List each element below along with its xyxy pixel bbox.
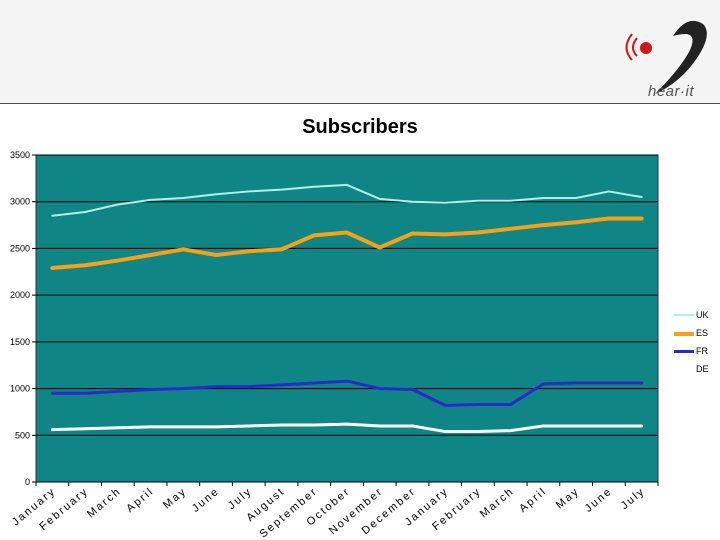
- logo-text: hear·it: [648, 83, 695, 100]
- y-tick-label: 1000: [10, 384, 30, 394]
- x-tick-label: May: [554, 485, 582, 511]
- y-tick-label: 500: [15, 430, 30, 440]
- y-tick-label: 3500: [10, 150, 30, 160]
- plot-area: [35, 154, 659, 483]
- legend-label: DE: [696, 364, 709, 374]
- x-tick-label: March: [85, 485, 124, 520]
- legend-item-es: ES: [672, 326, 720, 340]
- x-tick-label: July: [226, 485, 255, 512]
- y-tick-label: 2500: [10, 243, 30, 253]
- series-line-uk: [51, 183, 643, 217]
- legend-item-de: DE: [672, 362, 720, 376]
- header-band: [0, 0, 720, 104]
- series-line-fr: [50, 379, 644, 407]
- y-tick-label: 2000: [10, 290, 30, 300]
- series-line-de: [50, 422, 644, 434]
- hearit-logo-icon: [625, 20, 707, 94]
- x-tick-label: September: [257, 485, 320, 540]
- y-tick-label: 0: [25, 477, 30, 487]
- legend-label: UK: [696, 310, 709, 320]
- x-tick-label: June: [190, 485, 222, 515]
- legend-swatch: [674, 368, 694, 371]
- legend-swatch: [674, 332, 694, 336]
- y-tick-label: 3000: [10, 197, 30, 207]
- legend-label: ES: [696, 328, 709, 338]
- legend-item-fr: FR: [672, 344, 720, 358]
- legend-swatch: [674, 314, 694, 316]
- x-tick-label: April: [124, 485, 156, 515]
- legend-swatch: [674, 350, 694, 353]
- chart-title: Subscribers: [302, 116, 418, 138]
- x-tick-label: June: [583, 485, 615, 515]
- x-tick-label: March: [478, 485, 517, 520]
- x-tick-label: July: [619, 485, 648, 512]
- series-line-es: [50, 216, 644, 271]
- y-tick-label: 1500: [10, 337, 30, 347]
- legend-label: FR: [696, 346, 708, 356]
- legend-item-uk: UK: [672, 308, 720, 322]
- x-tick-label: May: [161, 485, 189, 511]
- x-tick-label: April: [517, 485, 549, 515]
